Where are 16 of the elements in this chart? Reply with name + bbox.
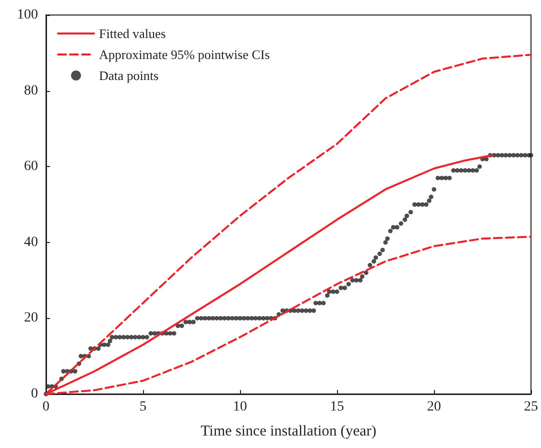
x-tick-label: 10 xyxy=(233,400,247,414)
legend-label: Approximate 95% pointwise CIs xyxy=(99,47,270,62)
y-tick-label: 80 xyxy=(24,83,38,98)
x-tick-label: 25 xyxy=(524,400,538,414)
legend-label: Data points xyxy=(99,68,159,83)
y-tick-label: 0 xyxy=(31,386,38,402)
y-tick-label: 40 xyxy=(24,234,38,250)
y-tick-label: 60 xyxy=(24,159,38,174)
x-tick-label: 5 xyxy=(140,400,146,414)
y-tick-label: 100 xyxy=(17,8,38,22)
legend-label: Fitted values xyxy=(99,26,166,41)
x-tick-label: 0 xyxy=(42,400,50,414)
x-axis-title: Time since installation (year) xyxy=(200,424,376,440)
x-tick-label: 20 xyxy=(427,400,441,414)
x-tick-label: 15 xyxy=(330,400,344,414)
y-tick-label: 20 xyxy=(24,310,38,326)
